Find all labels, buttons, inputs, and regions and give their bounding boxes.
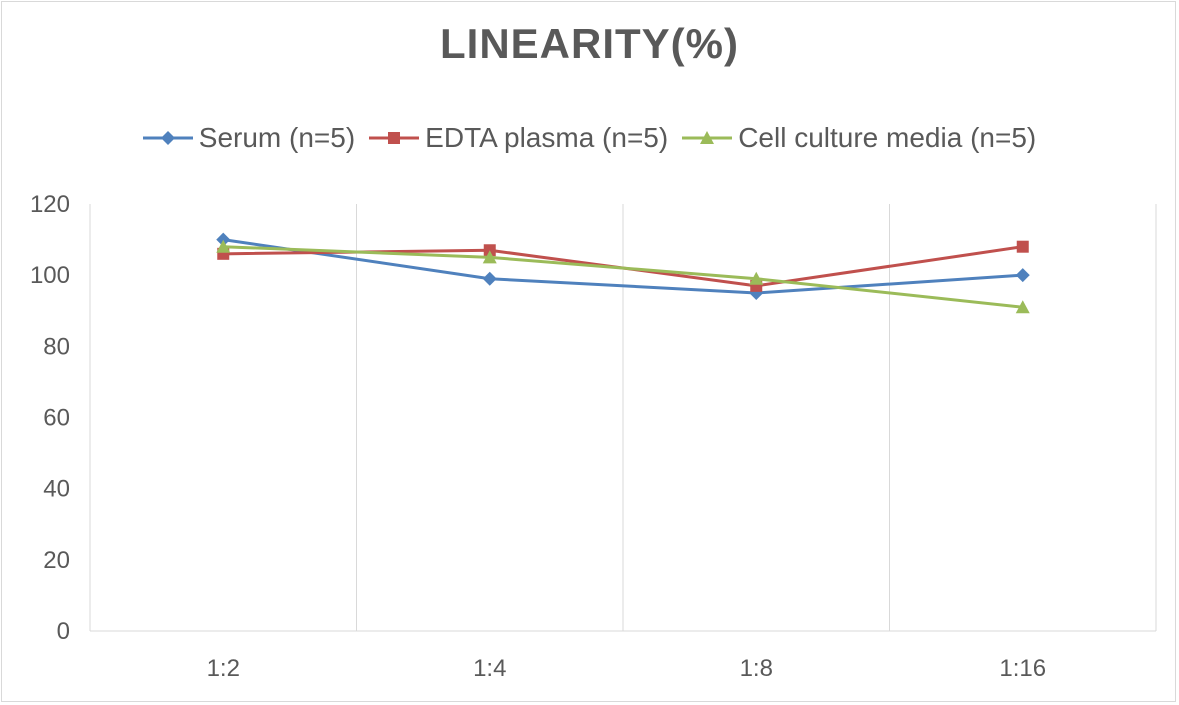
legend-label-serum: Serum (n=5) xyxy=(198,122,356,153)
data-point-diamond xyxy=(482,271,497,286)
data-point-diamond xyxy=(216,232,231,247)
series-line-2 xyxy=(223,245,1023,309)
legend-label-edta-plasma: EDTA plasma (n=5) xyxy=(425,122,669,153)
y-tick-label: 80 xyxy=(43,333,70,360)
data-point-square xyxy=(217,247,230,260)
data-point-triangle xyxy=(216,239,231,253)
data-point-square xyxy=(483,244,496,257)
legend-item-cell-culture-media: Cell culture media (n=5) xyxy=(682,122,1036,154)
x-tick-label: 1:2 xyxy=(207,655,240,682)
x-tick-label: 1:16 xyxy=(999,655,1046,682)
legend-label-cell-culture-media: Cell culture media (n=5) xyxy=(738,122,1037,153)
data-point-diamond xyxy=(1015,268,1030,283)
y-tick-label: 100 xyxy=(30,262,70,289)
x-tick-label: 1:8 xyxy=(740,655,773,682)
y-tick-label: 40 xyxy=(43,476,70,503)
legend-swatch-serum xyxy=(142,131,193,145)
data-point-triangle xyxy=(749,271,764,285)
y-tick-label: 60 xyxy=(43,405,70,432)
legend-swatch-cell-culture-media xyxy=(682,131,733,144)
legend-item-edta-plasma: EDTA plasma (n=5) xyxy=(369,122,668,154)
legend: Serum (n=5) EDTA plasma (n=5) Cell cultu… xyxy=(0,122,1179,154)
y-tick-label: 20 xyxy=(43,547,70,574)
data-point-triangle xyxy=(1015,300,1030,314)
y-tick-label: 0 xyxy=(57,618,70,645)
y-tick-label: 120 xyxy=(30,191,70,218)
data-point-square xyxy=(1016,240,1029,253)
legend-swatch-edta-plasma xyxy=(369,132,420,144)
chart-title: LINEARITY(%) xyxy=(440,20,739,67)
series-line-0 xyxy=(223,238,1023,295)
x-tick-label: 1:4 xyxy=(473,655,506,682)
legend-item-serum: Serum (n=5) xyxy=(142,122,356,154)
data-point-triangle xyxy=(482,250,497,264)
